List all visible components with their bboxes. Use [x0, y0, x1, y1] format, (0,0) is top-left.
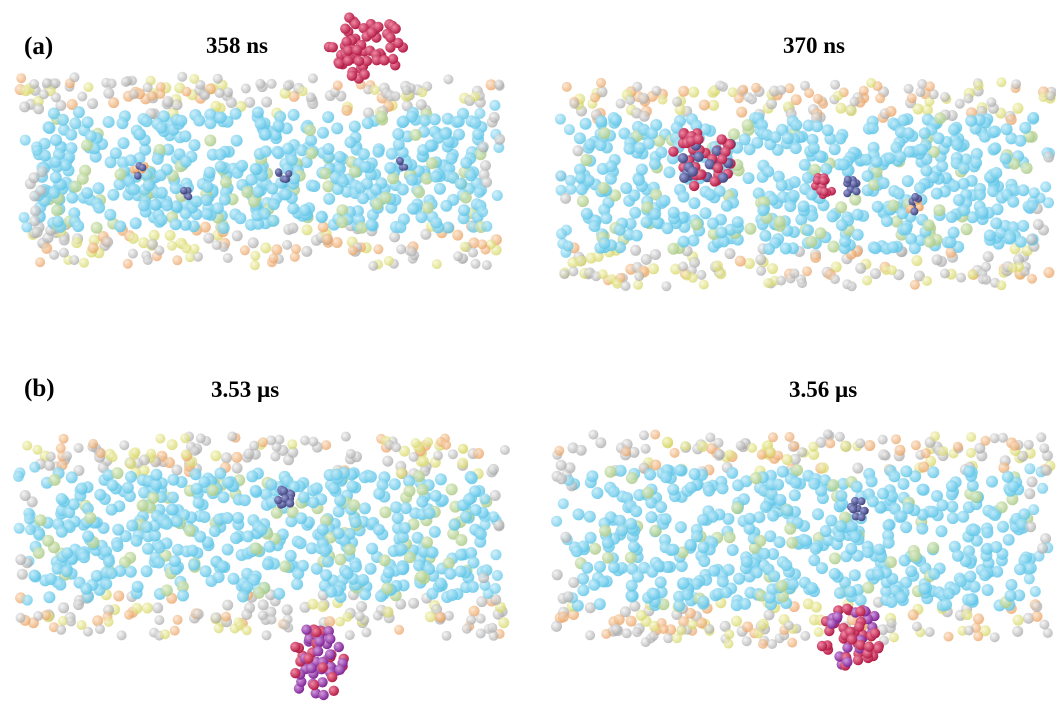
red-cluster-370ns-small: [811, 173, 836, 200]
panel-a-frame-2-time: 370 ns: [783, 33, 845, 58]
embedded-cluster-358ns-4: [395, 156, 409, 171]
dark-cluster-370ns-1: [843, 175, 861, 198]
panel-a-label: (a): [24, 33, 54, 60]
dark-cluster-3.56us: [847, 496, 869, 522]
membrane-370ns: [554, 77, 1056, 292]
embedded-cluster-358ns-2: [180, 186, 193, 201]
dark-cluster-370ns-2: [905, 192, 924, 216]
panel-b-label: (b): [24, 375, 55, 402]
molecular-clusters: [129, 12, 924, 701]
red-purple-cluster-3.56us: [816, 603, 884, 671]
dark-cluster-3.53us: [274, 485, 296, 509]
red-cluster-370ns-large: [668, 127, 736, 192]
membrane-358ns: [14, 71, 506, 271]
panel-b-frame-2-time: 3.56 µs: [789, 377, 858, 402]
red-purple-cluster-3.53us: [290, 624, 349, 701]
panel-a-frame-1-time: 358 ns: [206, 33, 268, 58]
membrane-3.56us: [551, 429, 1056, 649]
embedded-cluster-358ns-1: [129, 162, 149, 180]
panel-b-frame-1-time: 3.53 µs: [211, 377, 280, 402]
membrane-3.53us: [13, 431, 510, 641]
red-cluster-358ns-top: [323, 12, 409, 84]
lipid-membranes: [13, 71, 1056, 649]
embedded-cluster-358ns-3: [274, 168, 293, 183]
